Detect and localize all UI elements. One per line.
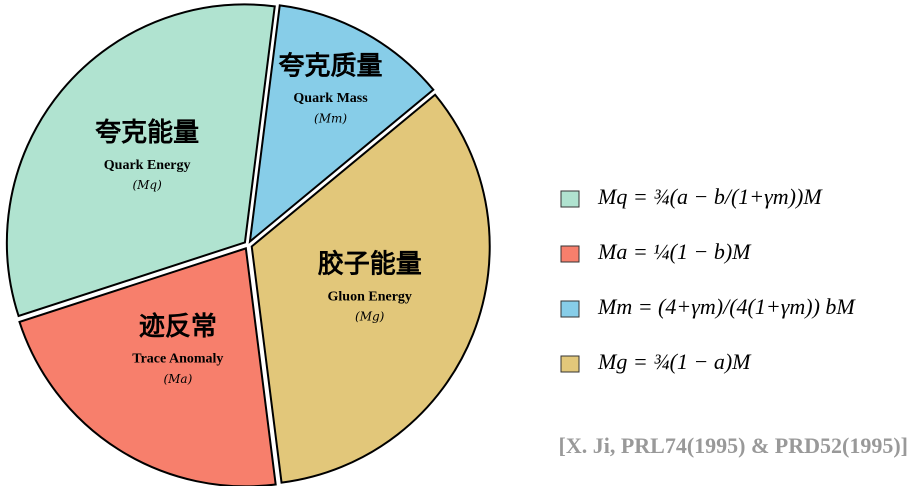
legend-swatch <box>560 245 580 263</box>
slice-label-cn: 夸克能量 <box>95 117 199 148</box>
legend-label: Mg = ¾(1 − a)M <box>597 349 752 374</box>
slice-symbol: (Mg) <box>355 310 385 324</box>
legend-swatch <box>560 355 580 373</box>
legend-label: Mm = (4+γm)/(4(1+γm)) bM <box>597 294 856 319</box>
legend-swatch <box>560 300 580 318</box>
slice-label: Trace Anomaly <box>132 352 223 367</box>
legend-label: Mq = ¾(a − b/(1+γm))M <box>597 184 823 209</box>
legend-label: Ma = ¼(1 − b)M <box>597 239 752 264</box>
slice-label: Quark Energy <box>104 158 191 173</box>
pie-slice <box>5 3 276 318</box>
slice-label: Quark Mass <box>293 91 368 106</box>
pie-slice <box>18 247 277 486</box>
pie-slice <box>250 93 491 484</box>
pie-slice <box>248 4 435 244</box>
slice-label: Gluon Energy <box>328 289 412 304</box>
slice-label-cn: 胶子能量 <box>318 249 422 280</box>
slice-symbol: (Mm) <box>314 111 347 125</box>
slice-label-cn: 迹反常 <box>139 311 217 342</box>
slice-label-cn: 夸克质量 <box>279 51 383 81</box>
slice-symbol: (Mq) <box>132 178 162 192</box>
source: [X. Ji, PRL74(1995) & PRD52(1995)] <box>559 433 909 458</box>
slice-symbol: (Ma) <box>163 372 192 386</box>
legend-swatch <box>560 190 580 208</box>
